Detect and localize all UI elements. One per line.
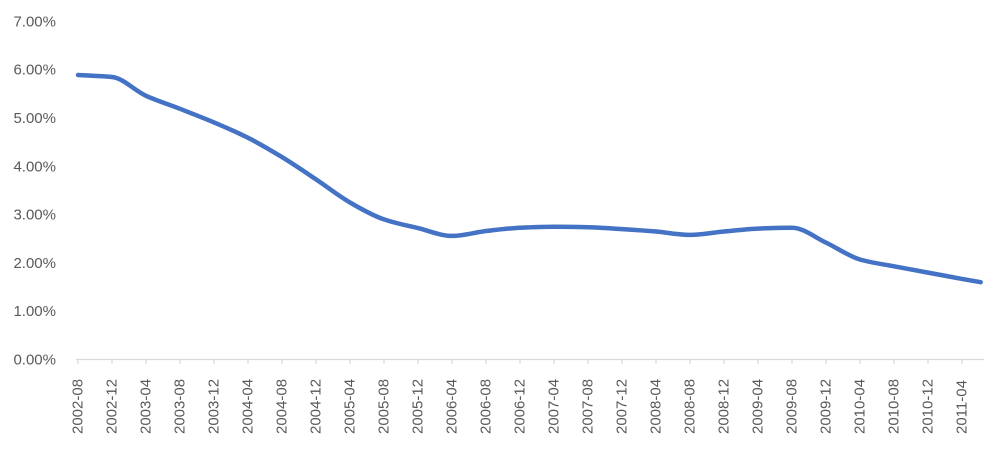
x-axis-tick-label: 2009-08: [784, 379, 801, 434]
y-axis-tick-label: 1.00%: [13, 303, 56, 320]
x-axis-tick-label: 2007-12: [614, 379, 631, 434]
x-axis-tick-label: 2003-04: [138, 379, 155, 434]
y-axis-tick-label: 4.00%: [13, 158, 56, 175]
x-axis-tick-label: 2010-12: [920, 379, 937, 434]
x-axis-tick-label: 2008-12: [716, 379, 733, 434]
x-axis-tick-label: 2007-08: [580, 379, 597, 434]
x-axis-tick-label: 2010-04: [852, 379, 869, 434]
x-axis-tick-label: 2004-04: [240, 379, 257, 434]
y-axis: 0.00% 1.00% 2.00% 3.00% 4.00% 5.00% 6.00% 7.00%: [13, 13, 56, 368]
y-axis-tick-label: 5.00%: [13, 110, 56, 127]
x-axis-tick-label: 2011-04: [954, 380, 971, 434]
x-axis: 2002-08 2002-12 2003-04 2003-08 2003-12 2004-…: [70, 358, 984, 434]
x-axis-tick-label: 2006-04: [444, 379, 461, 434]
x-axis-tick-label: 2005-04: [342, 379, 359, 434]
x-axis-tick-label: 2006-12: [512, 379, 529, 434]
x-axis-tick-label: 2002-12: [104, 379, 121, 434]
x-axis-tick-label: 2005-12: [410, 379, 427, 434]
x-axis-tick-label: 2010-08: [886, 379, 903, 434]
x-axis-tick-label: 2005-08: [376, 379, 393, 434]
y-axis-tick-label: 6.00%: [13, 62, 56, 79]
y-axis-tick-label: 7.00%: [13, 13, 56, 30]
x-axis-tick-label: 2008-04: [648, 379, 665, 434]
y-axis-tick-label: 0.00%: [13, 352, 56, 369]
x-axis-tick-label: 2007-04: [546, 379, 563, 434]
data-series: [75, 72, 983, 285]
x-axis-tick-label: 2009-12: [818, 379, 835, 434]
x-axis-tick-label: 2006-08: [478, 379, 495, 434]
x-axis-tick-label: 2009-04: [750, 379, 767, 434]
data-series-line: [75, 72, 983, 285]
y-axis-tick-label: 3.00%: [13, 207, 56, 224]
x-axis-tick-label: 2004-08: [274, 379, 291, 434]
y-axis-tick-label: 2.00%: [13, 255, 56, 272]
x-axis-tick-label: 2003-12: [206, 379, 223, 434]
x-axis-tick-label: 2004-12: [308, 379, 325, 434]
x-axis-tick-label: 2002-08: [70, 379, 87, 434]
x-axis-tick-label: 2008-08: [682, 379, 699, 434]
x-axis-tick-label: 2003-08: [172, 379, 189, 434]
